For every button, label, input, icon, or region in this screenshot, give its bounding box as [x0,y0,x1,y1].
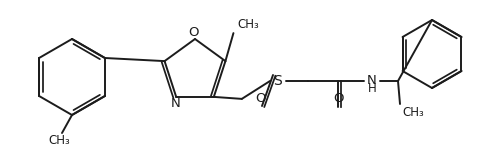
Text: O: O [333,93,344,105]
Text: O: O [255,91,266,105]
Text: N: N [170,97,180,110]
Text: CH₃: CH₃ [237,18,259,31]
Text: CH₃: CH₃ [48,134,70,148]
Text: S: S [273,74,282,88]
Text: H: H [367,83,376,95]
Text: CH₃: CH₃ [401,105,423,118]
Text: O: O [188,26,199,38]
Text: N: N [366,73,376,87]
